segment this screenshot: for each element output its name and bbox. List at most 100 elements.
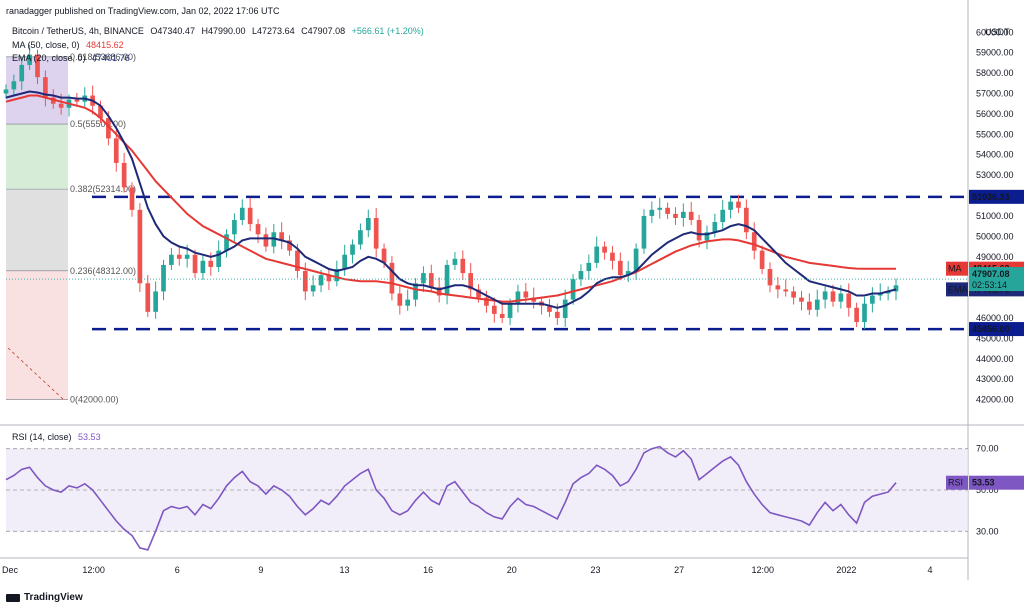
candle-body [74,99,80,102]
rsi-legend: RSI (14, close) 53.53 [12,432,105,442]
time-tick-label: Dec [2,565,19,575]
time-tick-label: 13 [340,565,350,575]
fib-zone [6,124,68,190]
candle-body [19,64,25,82]
ohlc-close: C47907.08 [301,26,346,36]
candle-body [129,187,135,210]
fib-zone [6,189,68,271]
fib-label: 0.236(48312.00) [70,266,136,276]
ema20-line [5,90,897,309]
candle-body [499,313,505,318]
candle-body [807,301,812,310]
candle-body [121,162,127,188]
candle-body [302,271,308,292]
fib-zone [6,270,68,400]
candle-body [610,252,615,261]
support-price-tag-bg [969,322,1024,337]
candle-body [491,305,497,314]
candle-body [460,258,466,274]
fib-label: 0.382(52314.00) [70,184,136,194]
rsi-line [5,445,897,551]
rsi-label: RSI (14, close) [12,432,72,442]
fib-label: 0(42000.00) [70,395,119,405]
price-tick-label: 55000.00 [976,129,1014,139]
candle-body [98,105,103,118]
candle-body [381,248,387,263]
candle-body [681,211,686,218]
candle-body [484,297,489,306]
currency-label: USDT [985,27,1010,37]
rsi-pane [5,445,968,551]
candle-body [58,103,64,108]
rsi-tick-label: 70.00 [976,444,999,454]
time-tick-label: 2022 [836,565,856,575]
candle-body [712,222,718,233]
candle-body [759,250,765,269]
candle-body [444,264,450,296]
price-tick-label: 45000.00 [976,333,1014,343]
candle-body [728,201,733,210]
candle-body [665,207,670,214]
candle-body [877,293,883,296]
price-tick-label: 54000.00 [976,150,1014,160]
ema-side-tag-bg [946,282,968,297]
price-tags: 51936.3345456.0048415.62MA47401.76EMA479… [946,189,1024,490]
symbol-pair: Bitcoin / TetherUS, 4h, BINANCE [12,26,144,36]
candle-body [594,246,600,263]
candle-body [161,264,166,292]
price-tick-label: 59000.00 [976,48,1014,58]
candle-body [373,217,379,249]
candle-body [870,295,875,304]
time-tick-label: 23 [590,565,600,575]
candle-body [3,89,9,94]
candle-body [413,283,418,300]
candle-body [208,260,214,267]
ohlc-open: O47340.47 [150,26,195,36]
candle-body [365,217,371,231]
candle-body [775,285,781,290]
candle-body [547,305,552,312]
candle-body [27,54,32,65]
candle-body [295,250,300,272]
candle-body [326,275,332,282]
rsi-side-tag: RSI [948,478,963,488]
candle-body [617,260,623,276]
candle-body [507,303,513,318]
candle-body [657,207,663,210]
price-tick-label: 43000.00 [976,374,1014,384]
ohlc-low: L47273.64 [252,26,295,36]
candle-body [350,244,355,255]
price-tick-label: 46000.00 [976,313,1014,323]
price-tick-label: 53000.00 [976,170,1014,180]
candle-body [602,246,607,253]
horizontal-levels[interactable] [92,195,968,331]
candle-body [476,289,481,298]
candle-body [696,220,702,241]
candle-body [106,117,111,139]
candle-body [239,207,245,221]
candle-body [854,307,859,323]
candle-body [452,258,458,265]
fib-trend-line [7,347,65,401]
fibonacci-retracement[interactable]: 0.618(53686.00) 0.5(55500.00) 0.382(52314.… [6,52,136,405]
candle-body [153,291,158,312]
candle-body [436,287,442,296]
price-tick-label: 56000.00 [976,109,1014,119]
ma-legend: MA (50, close, 0) 48415.62 [12,40,128,50]
candle-body [704,232,710,241]
ohlc-high: H47990.00 [201,26,246,36]
brand-name: TradingView [24,592,83,603]
time-tick-label: 27 [674,565,684,575]
candle-body [405,299,411,306]
candle-body [224,234,229,251]
axes: 60000.00 59000.00 58000.00 57000.00 56000.00… [2,27,1014,575]
candle-body [649,209,655,216]
candle-body [641,215,647,249]
fib-label: 0.618(53686.00) [70,52,136,62]
ma-side-tag: MA [948,264,962,274]
price-tick-label: 57000.00 [976,89,1014,99]
rsi-value: 53.53 [78,432,101,442]
candle-body [562,299,568,318]
rsi-tick-label: 30.00 [976,526,999,536]
